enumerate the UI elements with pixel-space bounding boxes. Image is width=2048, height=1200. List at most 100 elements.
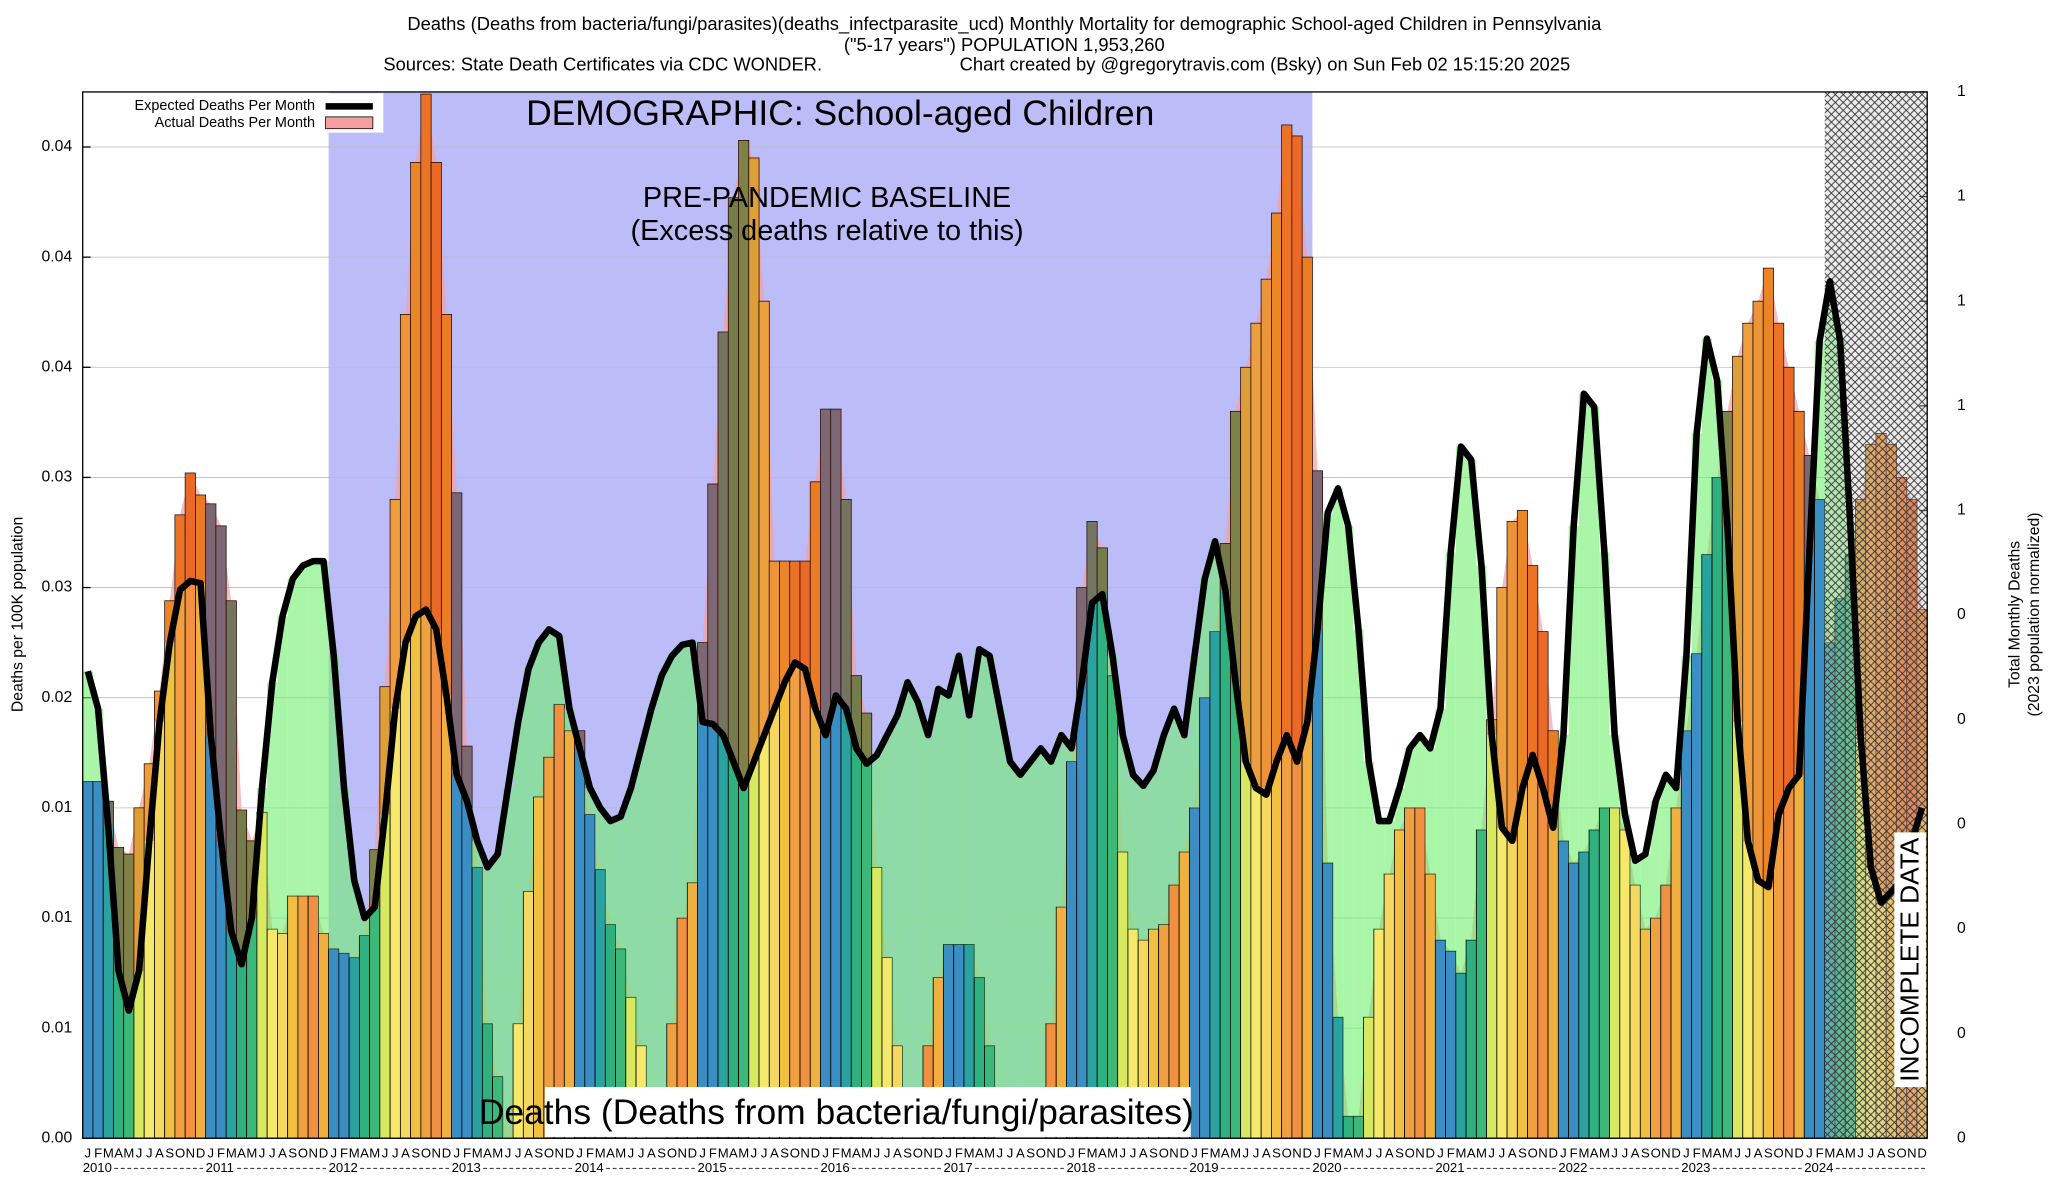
bar (1629, 884, 1641, 1139)
x-tick-label: O (1282, 1145, 1292, 1160)
bar (533, 796, 545, 1139)
bar (297, 895, 309, 1139)
excess-fill (748, 158, 760, 762)
bar (1414, 807, 1426, 1139)
deficit-fill (1363, 761, 1374, 1018)
x-tick-label: O (667, 1145, 677, 1160)
deficit-fill (1589, 406, 1600, 830)
x-tick-label: O (1405, 1145, 1415, 1160)
bar (1404, 807, 1416, 1139)
x-tick-label: J (1868, 1145, 1875, 1160)
x-tick-label: S (657, 1145, 666, 1160)
x-tick-label: J (822, 1145, 829, 1160)
excess-fill (759, 301, 770, 736)
x-tick-label: M (1845, 1145, 1856, 1160)
deficit-fill (963, 715, 975, 945)
excess-fill (1097, 547, 1108, 595)
bar (1393, 829, 1406, 1139)
excess-fill (1517, 510, 1528, 789)
x-tick-label: S (411, 1145, 420, 1160)
deficit-fill (277, 616, 288, 934)
x-tick-label: J (505, 1145, 512, 1160)
x-tick-label: M (984, 1145, 995, 1160)
deficit-fill (1568, 525, 1579, 863)
excess-fill (195, 495, 206, 584)
x-tick-label: A (1098, 1145, 1107, 1160)
deficit-fill (1332, 488, 1344, 1018)
annotation: (Excess deaths relative to this) (630, 215, 1023, 247)
y2-tick-label: 1 (1957, 188, 1966, 205)
deficit-fill (646, 708, 657, 1139)
x-tick-label: D (442, 1145, 451, 1160)
x-tick-label: A (1344, 1145, 1353, 1160)
x-tick-label: M (349, 1145, 360, 1160)
x-tick-label: S (780, 1145, 789, 1160)
x-tick-label: O (1159, 1145, 1169, 1160)
x-tick-label: N (1907, 1145, 1916, 1160)
deficit-fill (1701, 338, 1713, 555)
excess-fill (236, 810, 247, 965)
x-tick-label: J (945, 1145, 952, 1160)
bar (1670, 807, 1682, 1139)
bar (307, 895, 319, 1139)
deficit-fill (523, 669, 534, 892)
x-tick-label: O (1651, 1145, 1661, 1160)
bar (1557, 840, 1569, 1139)
year-label: 2014 (575, 1160, 604, 1175)
deficit-fill (1179, 735, 1190, 852)
x-tick-label: D (934, 1145, 943, 1160)
x-tick-label: N (309, 1145, 318, 1160)
bar (1691, 653, 1703, 1139)
deficit-fill (318, 561, 329, 934)
x-tick-label: A (155, 1145, 164, 1160)
x-tick-label: O (421, 1145, 431, 1160)
x-tick-label: A (1631, 1145, 1640, 1160)
y2-tick-label: 0 (1957, 920, 1966, 937)
x-tick-label: J (1130, 1145, 1137, 1160)
x-tick-label: F (1447, 1145, 1455, 1160)
year-label: 2023 (1681, 1160, 1710, 1175)
excess-fill (738, 140, 749, 789)
deficit-fill (1199, 578, 1210, 698)
deficit-fill (636, 748, 647, 1046)
deficit-fill (1343, 525, 1354, 1117)
excess-fill (1312, 470, 1323, 630)
excess-fill (810, 481, 821, 709)
deficit-fill (1384, 821, 1395, 874)
excess-fill (1507, 521, 1518, 841)
x-tick-label: J (1611, 1145, 1618, 1160)
year-label: 2010 (83, 1160, 112, 1175)
annotation: INCOMPLETE DATA (1894, 837, 1924, 1082)
deficit-fill (994, 708, 1005, 1139)
x-tick-label: O (544, 1145, 554, 1160)
x-tick-label: J (1499, 1145, 1506, 1160)
x-tick-label: A (647, 1145, 656, 1160)
bar (1588, 829, 1600, 1139)
deficit-fill (1691, 433, 1702, 654)
x-tick-label: N (1538, 1145, 1547, 1160)
bar (1209, 631, 1221, 1139)
x-tick-label: J (1806, 1145, 1813, 1160)
excess-fill (123, 854, 134, 1011)
x-tick-label: D (811, 1145, 820, 1160)
deficit-fill (1712, 380, 1723, 478)
deficit-fill (595, 807, 606, 870)
excess-fill (1773, 323, 1784, 815)
bar (1199, 697, 1211, 1139)
x-tick-label: M (595, 1145, 606, 1160)
x-tick-label: J (576, 1145, 583, 1160)
excess-fill (133, 807, 145, 971)
excess-fill (1271, 213, 1282, 762)
x-tick-label: D (1794, 1145, 1803, 1160)
excess-fill (861, 713, 872, 764)
deficit-fill (1168, 708, 1180, 885)
deficit-fill (1425, 748, 1436, 874)
deficit-fill (1353, 629, 1364, 1117)
deficit-fill (1609, 735, 1620, 808)
excess-fill (144, 763, 155, 841)
x-tick-label: F (1693, 1145, 1701, 1160)
year-label: 2021 (1435, 1160, 1464, 1175)
deficit-fill (892, 715, 903, 1046)
deficit-fill (513, 721, 524, 1024)
x-tick-label: J (761, 1145, 768, 1160)
